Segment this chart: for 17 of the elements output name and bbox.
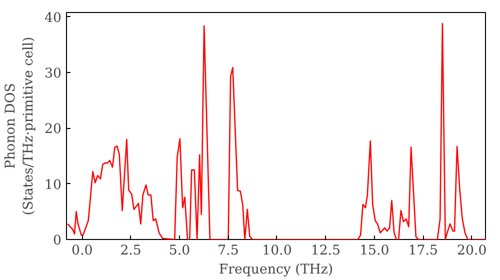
x-tick-label: 12.5 (310, 244, 341, 258)
x-tick-label: 0.0 (71, 244, 93, 258)
x-tick-label: 2.5 (120, 244, 142, 258)
y-tick-label: 40 (44, 10, 62, 26)
x-tick-label: 17.5 (408, 244, 438, 258)
y-tick-label: 30 (44, 66, 62, 82)
y-tick-label: 10 (44, 178, 62, 193)
x-tick-label: 7.5 (218, 244, 239, 258)
x-axis-title: Frequency (THz) (218, 262, 334, 278)
y-tick-label: 0 (53, 234, 62, 248)
y-tick-label: 20 (44, 122, 62, 138)
x-tick-label: 15.0 (360, 244, 390, 258)
x-tick-label: 10.0 (262, 244, 292, 258)
x-tick-label: 5.0 (168, 244, 190, 258)
line-series (67, 22, 486, 240)
x-tick-label: 20.0 (457, 244, 487, 258)
y-axis-title: Phonon DOS (States/THz·primitive cell) (4, 36, 37, 216)
